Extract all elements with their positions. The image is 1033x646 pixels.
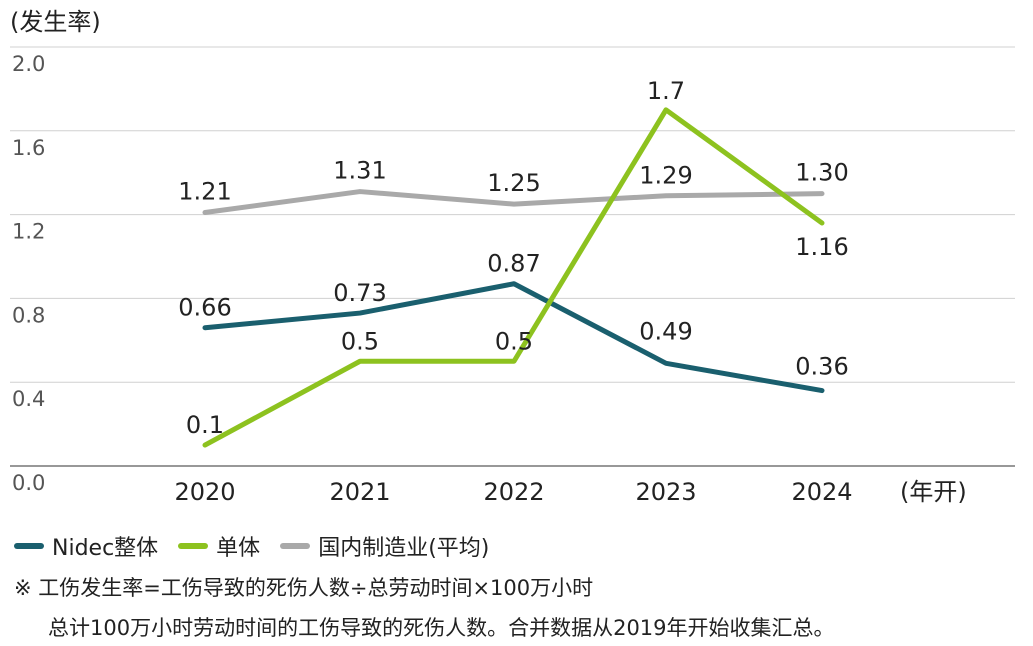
series-line-1 bbox=[202, 107, 825, 448]
x-tick-label: 2024 bbox=[791, 478, 852, 506]
data-label-s0-4: 0.36 bbox=[795, 353, 848, 381]
legend-label-standalone: 单体 bbox=[216, 536, 261, 561]
x-axis-ticks: 2020 2021 2022 2023 2024 bbox=[174, 478, 852, 506]
data-label-s0-3: 0.49 bbox=[639, 317, 692, 345]
legend-item-nidec: Nidec整体 bbox=[14, 530, 158, 562]
legend-swatch-nidec bbox=[14, 543, 44, 549]
x-axis-label: (年开) bbox=[900, 478, 967, 506]
data-label-s1-1: 0.5 bbox=[341, 327, 379, 355]
data-label-s2-1: 1.31 bbox=[333, 157, 386, 185]
data-label-s1-2: 0.5 bbox=[495, 327, 533, 355]
x-tick-label: 2022 bbox=[483, 478, 544, 506]
data-label-s2-0: 1.21 bbox=[178, 178, 231, 206]
footnote-description: 总计100万小时劳动时间的工伤导致的死伤人数。合并数据从2019年开始收集汇总。 bbox=[48, 616, 835, 640]
data-label-s0-1: 0.73 bbox=[333, 279, 386, 307]
x-tick-label: 2021 bbox=[329, 478, 390, 506]
y-axis-ticks: 2.0 1.6 1.2 0.8 0.4 0.0 bbox=[12, 52, 45, 495]
data-label-s1-4: 1.16 bbox=[795, 233, 848, 261]
legend-item-domestic: 国内制造业(平均) bbox=[280, 530, 489, 562]
line-chart: (发生率) 2.01.61.20.80.40.0 2020 2021 2022 202… bbox=[10, 8, 1015, 506]
data-label-s2-3: 1.29 bbox=[639, 162, 692, 190]
data-label-s0-0: 0.66 bbox=[178, 294, 231, 322]
legend-item-standalone: 单体 bbox=[178, 530, 260, 562]
y-tick-label: 0.0 bbox=[12, 471, 45, 495]
y-tick-label: 1.2 bbox=[12, 220, 45, 244]
data-label-s2-4: 1.30 bbox=[795, 159, 848, 187]
legend: Nidec整体 单体 国内制造业(平均) bbox=[14, 530, 509, 562]
y-tick-label: 1.6 bbox=[12, 136, 45, 160]
grid-lines bbox=[10, 46, 1015, 467]
data-label-s1-3: 1.7 bbox=[647, 77, 685, 105]
legend-swatch-domestic bbox=[280, 543, 311, 549]
data-label-s1-0: 0.1 bbox=[186, 411, 224, 439]
series-line-2 bbox=[202, 189, 825, 216]
x-tick-label: 2020 bbox=[174, 478, 235, 506]
legend-label-domestic: 国内制造业(平均) bbox=[318, 536, 490, 561]
data-label-s0-2: 0.87 bbox=[487, 250, 540, 278]
footnote-formula: ※ 工伤发生率=工伤导致的死伤人数÷总劳动时间×100万小时 bbox=[14, 576, 594, 600]
series-line-0 bbox=[202, 281, 825, 394]
y-tick-label: 0.4 bbox=[12, 387, 45, 411]
y-tick-label: 2.0 bbox=[12, 52, 45, 76]
legend-label-nidec: Nidec整体 bbox=[52, 536, 159, 561]
x-tick-label: 2023 bbox=[635, 478, 696, 506]
y-tick-label: 0.8 bbox=[12, 303, 45, 327]
data-label-s2-2: 1.25 bbox=[487, 169, 540, 197]
y-axis-label: (发生率) bbox=[10, 8, 101, 36]
series-lines bbox=[202, 107, 825, 448]
legend-swatch-standalone bbox=[178, 543, 209, 549]
data-labels: 0.66 0.73 0.87 0.49 0.36 0.1 0.5 0.5 1.7 1.16 1.21… bbox=[178, 77, 848, 439]
